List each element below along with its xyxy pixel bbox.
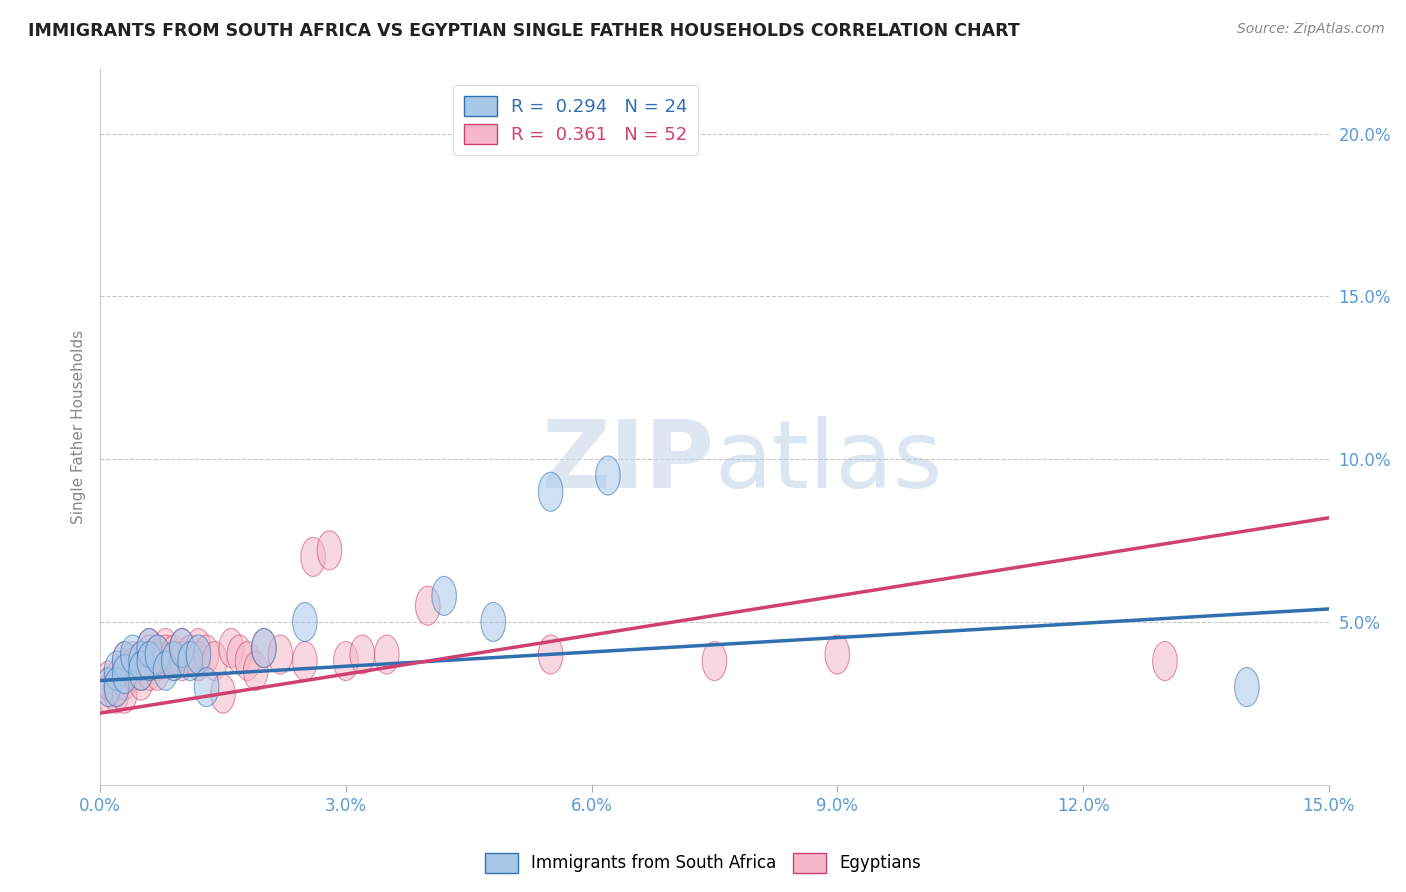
Ellipse shape bbox=[121, 651, 145, 690]
Ellipse shape bbox=[112, 674, 136, 713]
Ellipse shape bbox=[104, 661, 129, 700]
Ellipse shape bbox=[121, 648, 145, 687]
Ellipse shape bbox=[1234, 667, 1260, 706]
Ellipse shape bbox=[374, 635, 399, 674]
Ellipse shape bbox=[228, 635, 252, 674]
Ellipse shape bbox=[538, 472, 562, 511]
Ellipse shape bbox=[170, 629, 194, 667]
Ellipse shape bbox=[194, 667, 219, 706]
Ellipse shape bbox=[145, 635, 170, 674]
Ellipse shape bbox=[243, 651, 269, 690]
Ellipse shape bbox=[96, 674, 121, 713]
Ellipse shape bbox=[153, 629, 179, 667]
Ellipse shape bbox=[162, 635, 186, 674]
Ellipse shape bbox=[269, 635, 292, 674]
Ellipse shape bbox=[596, 456, 620, 495]
Text: ZIP: ZIP bbox=[541, 417, 714, 508]
Ellipse shape bbox=[145, 635, 170, 674]
Ellipse shape bbox=[96, 661, 121, 700]
Ellipse shape bbox=[179, 641, 202, 681]
Ellipse shape bbox=[112, 661, 136, 700]
Ellipse shape bbox=[432, 576, 457, 615]
Ellipse shape bbox=[235, 641, 260, 681]
Ellipse shape bbox=[136, 651, 162, 690]
Ellipse shape bbox=[129, 641, 153, 681]
Ellipse shape bbox=[104, 651, 129, 690]
Ellipse shape bbox=[96, 667, 121, 706]
Ellipse shape bbox=[252, 629, 276, 667]
Ellipse shape bbox=[292, 602, 318, 641]
Y-axis label: Single Father Households: Single Father Households bbox=[72, 329, 86, 524]
Legend: R =  0.294   N = 24, R =  0.361   N = 52: R = 0.294 N = 24, R = 0.361 N = 52 bbox=[453, 85, 699, 155]
Ellipse shape bbox=[112, 641, 136, 681]
Ellipse shape bbox=[112, 641, 136, 681]
Ellipse shape bbox=[219, 629, 243, 667]
Ellipse shape bbox=[153, 635, 179, 674]
Ellipse shape bbox=[186, 635, 211, 674]
Ellipse shape bbox=[825, 635, 849, 674]
Ellipse shape bbox=[96, 667, 121, 706]
Ellipse shape bbox=[153, 651, 179, 690]
Ellipse shape bbox=[104, 667, 129, 706]
Ellipse shape bbox=[1153, 641, 1177, 681]
Ellipse shape bbox=[145, 641, 170, 681]
Ellipse shape bbox=[112, 651, 136, 690]
Ellipse shape bbox=[481, 602, 506, 641]
Ellipse shape bbox=[538, 635, 562, 674]
Ellipse shape bbox=[318, 531, 342, 570]
Text: Source: ZipAtlas.com: Source: ZipAtlas.com bbox=[1237, 22, 1385, 37]
Ellipse shape bbox=[121, 635, 145, 674]
Ellipse shape bbox=[194, 635, 219, 674]
Ellipse shape bbox=[292, 641, 318, 681]
Ellipse shape bbox=[416, 586, 440, 625]
Ellipse shape bbox=[202, 641, 228, 681]
Ellipse shape bbox=[112, 655, 136, 694]
Text: IMMIGRANTS FROM SOUTH AFRICA VS EGYPTIAN SINGLE FATHER HOUSEHOLDS CORRELATION CH: IMMIGRANTS FROM SOUTH AFRICA VS EGYPTIAN… bbox=[28, 22, 1019, 40]
Ellipse shape bbox=[129, 651, 153, 690]
Ellipse shape bbox=[186, 641, 211, 681]
Ellipse shape bbox=[350, 635, 374, 674]
Text: atlas: atlas bbox=[714, 417, 942, 508]
Ellipse shape bbox=[252, 629, 276, 667]
Ellipse shape bbox=[104, 674, 129, 713]
Ellipse shape bbox=[121, 641, 145, 681]
Ellipse shape bbox=[136, 629, 162, 667]
Ellipse shape bbox=[170, 629, 194, 667]
Ellipse shape bbox=[179, 635, 202, 674]
Ellipse shape bbox=[104, 667, 129, 706]
Ellipse shape bbox=[333, 641, 359, 681]
Ellipse shape bbox=[186, 629, 211, 667]
Ellipse shape bbox=[129, 651, 153, 690]
Ellipse shape bbox=[129, 661, 153, 700]
Ellipse shape bbox=[301, 537, 325, 576]
Ellipse shape bbox=[162, 641, 186, 681]
Ellipse shape bbox=[162, 641, 186, 681]
Ellipse shape bbox=[136, 629, 162, 667]
Ellipse shape bbox=[136, 635, 162, 674]
Ellipse shape bbox=[211, 674, 235, 713]
Ellipse shape bbox=[702, 641, 727, 681]
Ellipse shape bbox=[170, 641, 194, 681]
Legend: Immigrants from South Africa, Egyptians: Immigrants from South Africa, Egyptians bbox=[478, 847, 928, 880]
Ellipse shape bbox=[145, 651, 170, 690]
Ellipse shape bbox=[136, 641, 162, 681]
Ellipse shape bbox=[129, 641, 153, 681]
Ellipse shape bbox=[136, 641, 162, 681]
